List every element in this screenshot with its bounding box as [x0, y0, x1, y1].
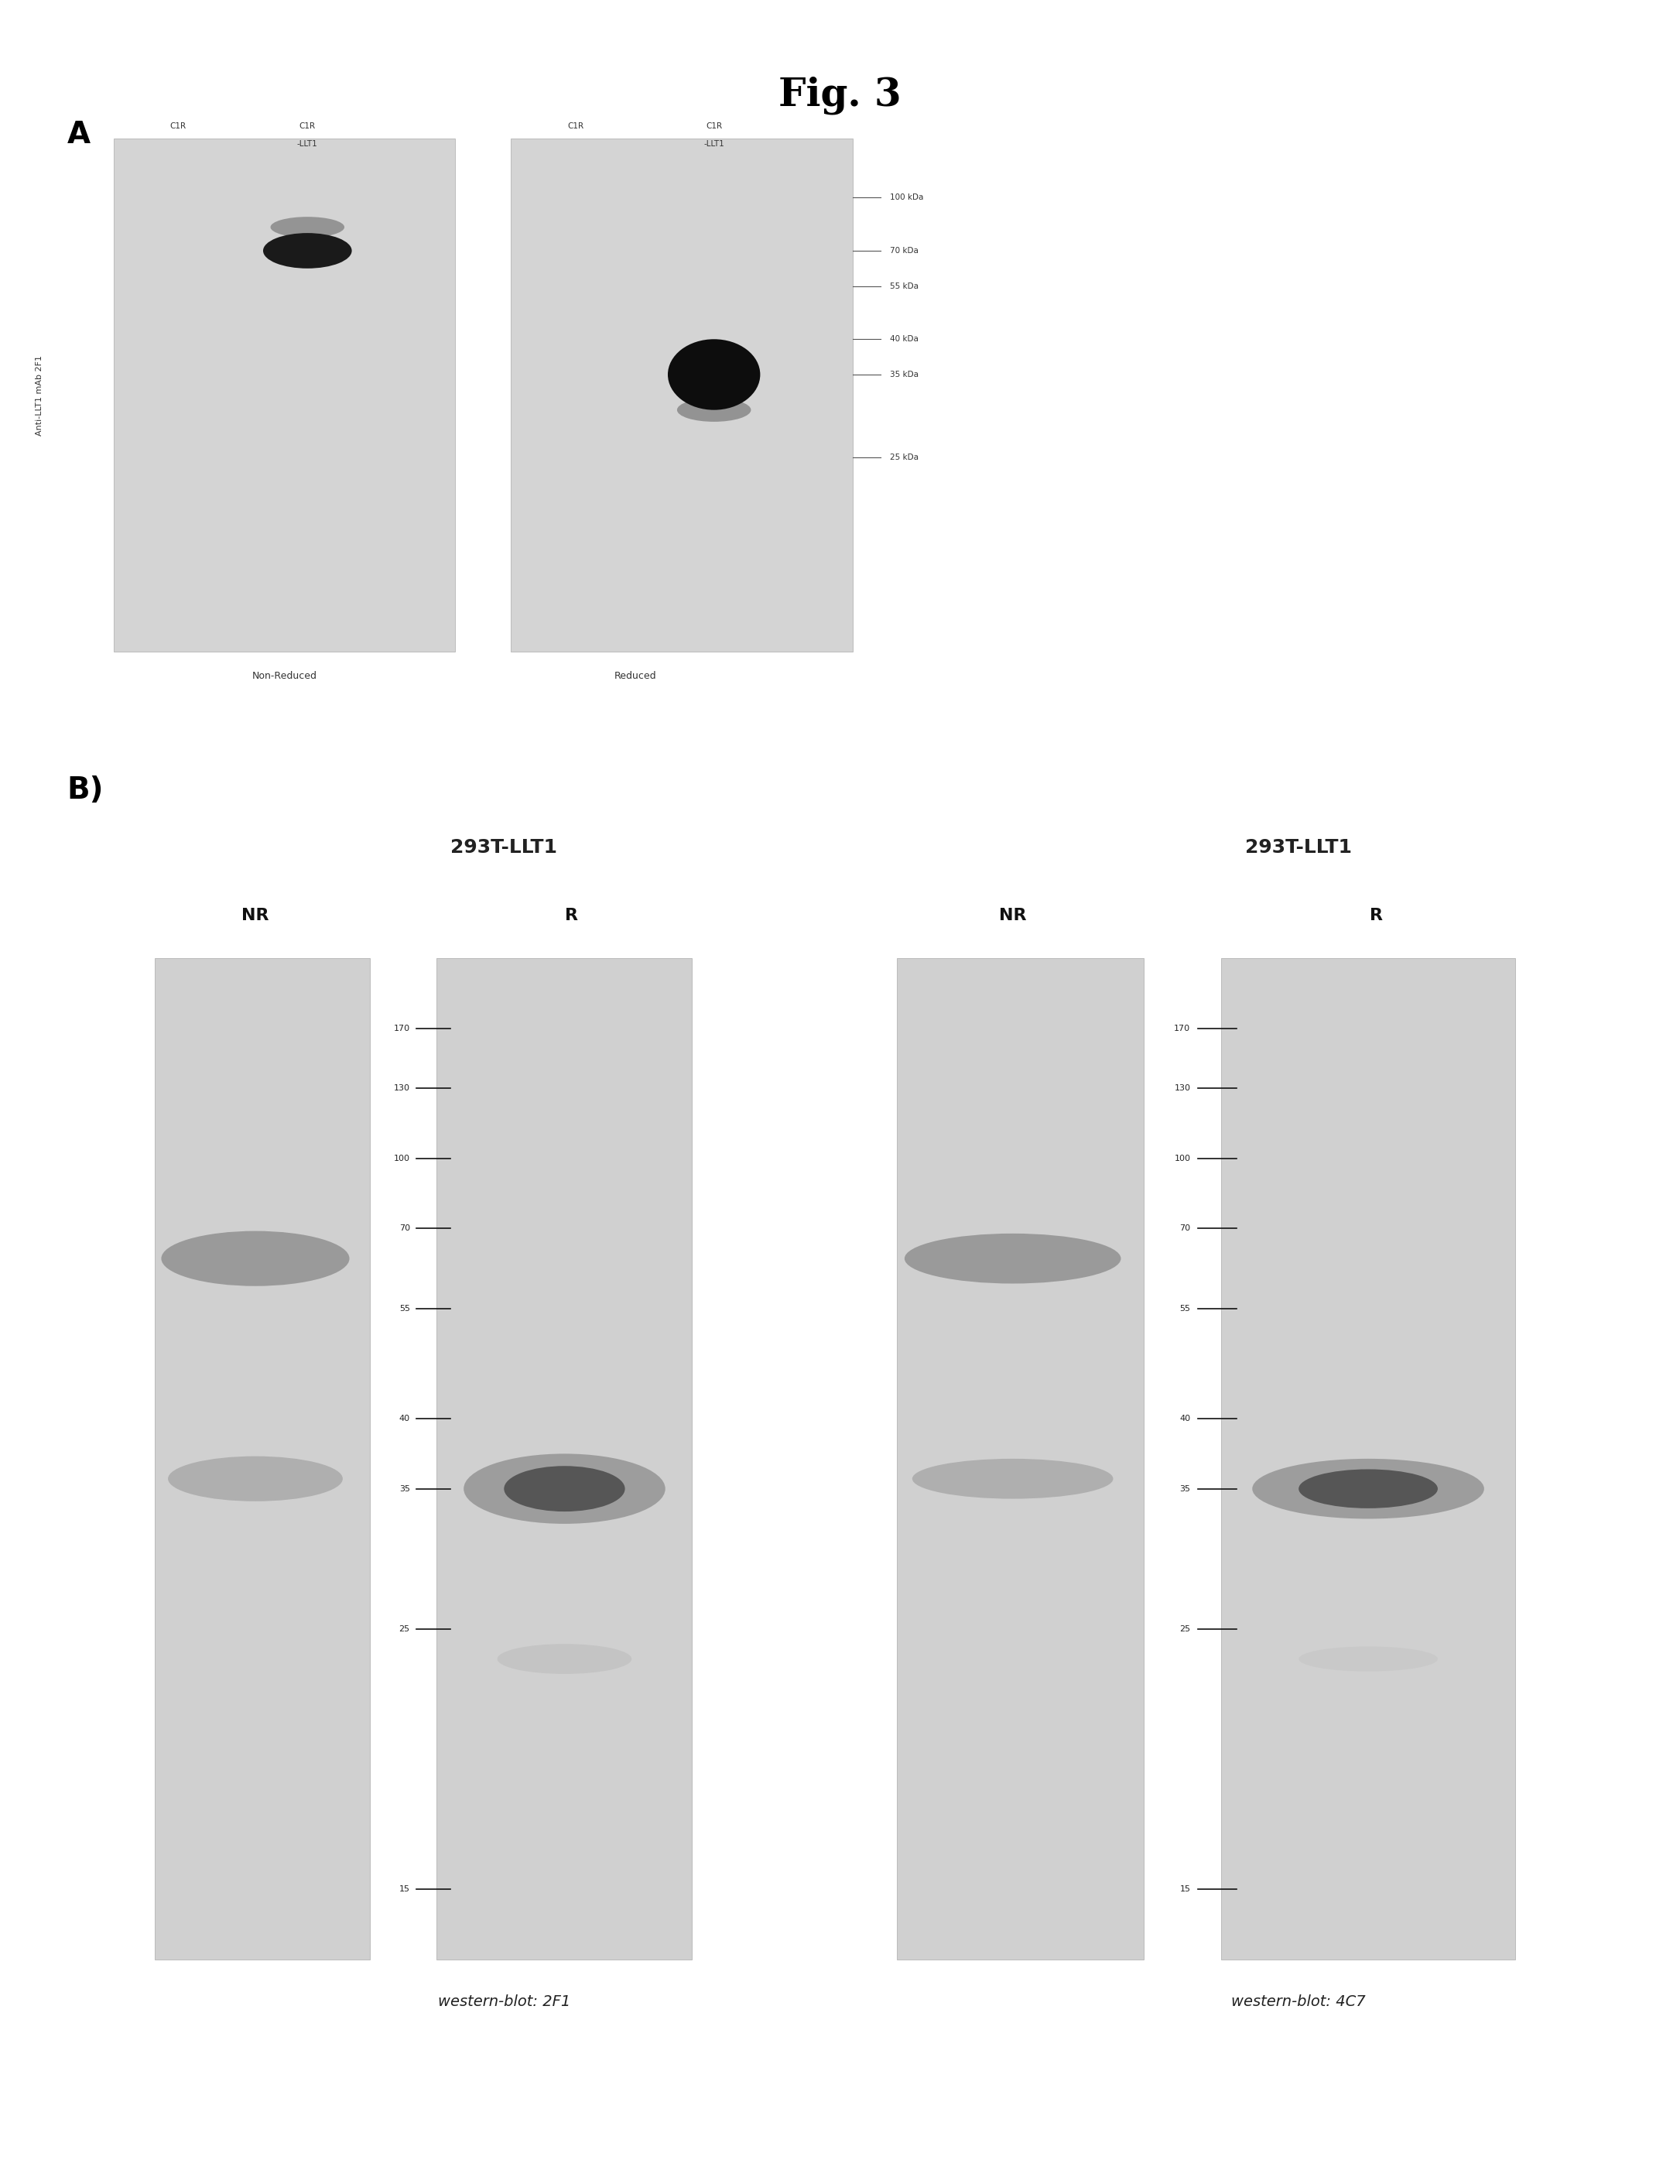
FancyBboxPatch shape [897, 959, 1144, 1959]
Text: 293T-LLT1: 293T-LLT1 [450, 839, 558, 856]
Ellipse shape [464, 1455, 665, 1524]
Ellipse shape [1299, 1470, 1438, 1509]
Text: western-blot: 4C7: western-blot: 4C7 [1231, 1994, 1366, 2009]
Text: 35 kDa: 35 kDa [890, 371, 919, 378]
Text: C1R: C1R [706, 122, 722, 129]
Text: 293T-LLT1: 293T-LLT1 [1245, 839, 1352, 856]
Text: 130: 130 [1174, 1085, 1191, 1092]
Text: 55: 55 [400, 1304, 410, 1313]
Text: R: R [564, 909, 578, 924]
Text: Reduced: Reduced [615, 670, 657, 681]
Text: -LLT1: -LLT1 [704, 140, 724, 149]
Text: 25 kDa: 25 kDa [890, 454, 919, 461]
Ellipse shape [270, 216, 344, 238]
Text: 25: 25 [1179, 1625, 1191, 1634]
FancyBboxPatch shape [437, 959, 692, 1959]
Text: 25: 25 [398, 1625, 410, 1634]
Ellipse shape [1252, 1459, 1483, 1518]
Text: 100: 100 [1174, 1155, 1191, 1162]
Text: western-blot: 2F1: western-blot: 2F1 [438, 1994, 570, 2009]
FancyBboxPatch shape [114, 140, 455, 651]
Text: R: R [1369, 909, 1383, 924]
Ellipse shape [264, 234, 351, 269]
Text: 35: 35 [1179, 1485, 1191, 1492]
Text: B): B) [67, 775, 104, 804]
FancyBboxPatch shape [155, 959, 370, 1959]
Ellipse shape [168, 1457, 343, 1500]
Text: 170: 170 [1174, 1024, 1191, 1033]
Text: C1R: C1R [299, 122, 316, 129]
Text: 70 kDa: 70 kDa [890, 247, 917, 256]
Ellipse shape [1299, 1647, 1438, 1671]
Text: 55 kDa: 55 kDa [890, 282, 919, 290]
FancyBboxPatch shape [511, 140, 853, 651]
Text: C1R: C1R [170, 122, 186, 129]
Ellipse shape [497, 1645, 632, 1673]
Text: A: A [67, 120, 91, 149]
Text: NR: NR [1000, 909, 1026, 924]
Text: 55: 55 [1179, 1304, 1191, 1313]
Text: Non-Reduced: Non-Reduced [252, 670, 318, 681]
FancyBboxPatch shape [1221, 959, 1515, 1959]
Text: 130: 130 [393, 1085, 410, 1092]
Text: 70: 70 [398, 1225, 410, 1232]
Text: 15: 15 [1179, 1885, 1191, 1894]
Text: C1R: C1R [568, 122, 583, 129]
Text: 70: 70 [1179, 1225, 1191, 1232]
Ellipse shape [669, 339, 761, 411]
Text: 40: 40 [398, 1415, 410, 1422]
Text: 100: 100 [393, 1155, 410, 1162]
Ellipse shape [912, 1459, 1114, 1498]
Text: NR: NR [242, 909, 269, 924]
Text: 170: 170 [393, 1024, 410, 1033]
Ellipse shape [504, 1465, 625, 1511]
Text: 100 kDa: 100 kDa [890, 194, 922, 201]
Text: 35: 35 [400, 1485, 410, 1492]
Ellipse shape [904, 1234, 1121, 1284]
Text: 40 kDa: 40 kDa [890, 336, 917, 343]
Text: Fig. 3: Fig. 3 [778, 76, 902, 116]
Text: 40: 40 [1179, 1415, 1191, 1422]
Ellipse shape [677, 397, 751, 422]
Text: -LLT1: -LLT1 [297, 140, 318, 149]
Text: 15: 15 [400, 1885, 410, 1894]
Ellipse shape [161, 1232, 349, 1286]
Text: Anti-LLT1 mAb 2F1: Anti-LLT1 mAb 2F1 [35, 356, 44, 435]
